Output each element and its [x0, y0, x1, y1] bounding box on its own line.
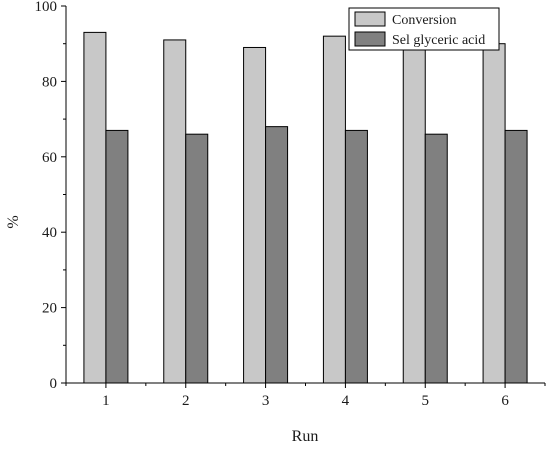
y-tick-label: 80: [42, 74, 57, 90]
bar-sel-glyceric-acid-run-3: [265, 126, 289, 384]
y-tick-label: 100: [35, 0, 58, 15]
y-tick-label: 20: [42, 301, 57, 317]
bar-sel-glyceric-acid-run-6: [504, 129, 528, 384]
x-tick-label: 4: [342, 393, 350, 409]
bar-sel-glyceric-acid-run-5: [424, 133, 448, 384]
bar-conversion-run-6: [482, 43, 506, 384]
axes-layer: [61, 5, 546, 388]
bar-sel-glyceric-acid-run-1: [105, 129, 129, 384]
bar-conversion-run-2: [163, 39, 187, 384]
x-tick-label: 3: [262, 393, 270, 409]
legend-label-conversion: Conversion: [392, 13, 457, 28]
y-tick-label: 60: [42, 150, 57, 166]
legend: Conversion Sel glyceric acid: [348, 7, 500, 51]
bar-conversion-run-5: [402, 43, 426, 384]
bar-conversion-run-4: [322, 35, 346, 384]
legend-swatch-sel-glyceric-acid: [354, 31, 386, 47]
x-axis-title: Run: [292, 428, 319, 445]
bar-sel-glyceric-acid-run-2: [185, 133, 209, 384]
bar-conversion-run-1: [83, 31, 107, 384]
legend-swatch-conversion: [354, 11, 386, 27]
x-tick-label: 2: [182, 393, 190, 409]
x-tick-label: 6: [501, 393, 509, 409]
legend-label-sel-glyceric-acid: Sel glyceric acid: [392, 33, 485, 48]
x-tick-label: 1: [102, 393, 110, 409]
y-tick-label: 40: [42, 225, 57, 241]
x-tick-label: 5: [422, 393, 430, 409]
bars-layer: [83, 31, 528, 384]
y-tick-label: 0: [50, 376, 58, 392]
bar-sel-glyceric-acid-run-4: [344, 129, 368, 384]
tick-labels-layer: 0 20 40 60 80 100 1 2 3 4 5 6: [35, 0, 510, 409]
y-axis-title: %: [5, 215, 22, 228]
bar-conversion-run-3: [243, 46, 267, 384]
